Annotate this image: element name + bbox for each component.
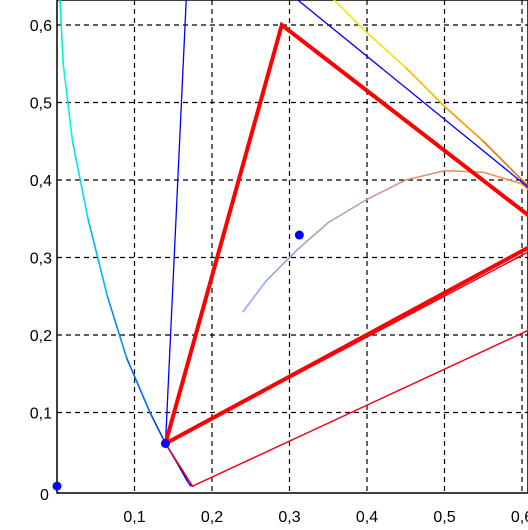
planckian-locus-segment <box>443 169 485 174</box>
y-tick-labels: 0,10,20,30,40,50,60,70,8 <box>30 18 52 423</box>
points <box>52 230 304 491</box>
planckian-locus-segment <box>482 171 523 185</box>
x-tick-labels: 0,10,20,30,40,50,60,70,8 <box>123 509 528 526</box>
planckian-locus-segment <box>327 198 368 224</box>
spectral-locus-segment <box>443 105 485 143</box>
spectral-locus-segment <box>333 0 368 34</box>
spectral-locus-segment <box>482 140 523 181</box>
x-tick-label: 0,6 <box>511 509 528 526</box>
x-tick-label: 0,1 <box>123 509 145 526</box>
y-tick-label: 0,5 <box>30 96 52 113</box>
gamut-polygon <box>164 251 528 487</box>
spectral-locus-segment <box>87 217 109 298</box>
y-tick-label: 0,3 <box>30 251 52 268</box>
primary-point <box>161 439 170 448</box>
planckian-locus-segment <box>296 221 330 251</box>
spectral-locus-segment <box>59 0 65 65</box>
x-tick-label: 0,3 <box>278 509 300 526</box>
planckian-locus-segment <box>242 279 268 313</box>
spectral-locus-segment <box>176 462 188 482</box>
spectral-locus-segment <box>366 31 407 69</box>
y-tick-label: 0,6 <box>30 18 52 35</box>
planckian-locus-segment <box>366 179 407 201</box>
planckian-locus-segment <box>404 169 446 181</box>
primary-point <box>294 230 304 240</box>
planckian-locus-segment <box>521 183 528 191</box>
gridlines <box>57 0 528 493</box>
spectral-locus-segment <box>186 479 192 487</box>
primary-point <box>52 481 62 491</box>
y-tick-label: 0,4 <box>30 173 52 190</box>
planckian-locus-segment <box>265 248 299 282</box>
spectral-locus-segment <box>149 411 167 445</box>
plot-area <box>56 0 528 494</box>
y-tick-label: 0,1 <box>30 406 52 423</box>
x-tick-label: 0,4 <box>356 509 378 526</box>
spectral-locus-segment <box>125 357 151 414</box>
x-tick-label: 0,5 <box>433 509 455 526</box>
origin-label: 0 <box>40 487 49 504</box>
x-tick-label: 0,2 <box>201 509 223 526</box>
gamut-series <box>162 0 528 487</box>
spectral-locus-segment <box>106 295 128 360</box>
spectral-locus-segment <box>71 140 89 220</box>
spectral-locus-segment <box>404 66 446 108</box>
y-tick-label: 0,2 <box>30 328 52 345</box>
gamut-polygon <box>162 21 528 448</box>
spectral-locus-segment <box>62 62 74 143</box>
